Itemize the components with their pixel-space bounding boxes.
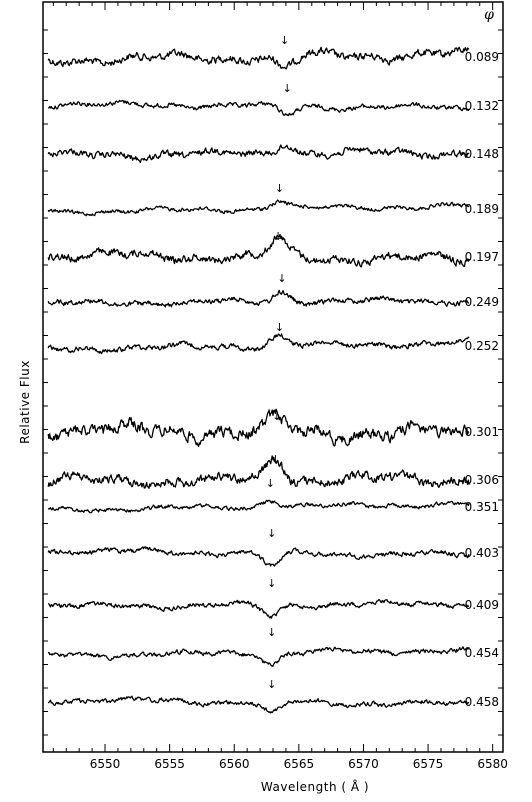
spectrum-0.197 (47, 233, 470, 268)
x-tick-label: 6575 (413, 757, 444, 771)
phase-label-0.252: 0.252 (465, 339, 499, 353)
line-marker-arrow: ↓ (280, 34, 289, 47)
x-tick-label: 6550 (90, 757, 121, 771)
spectrum-0.306 (47, 455, 470, 489)
spectrum-0.301 (47, 408, 470, 448)
line-marker-arrow: ↓ (267, 577, 276, 590)
spectrum-0.409 (47, 598, 470, 619)
x-tick-label: 6560 (219, 757, 250, 771)
line-marker-arrow: ↓ (267, 626, 276, 639)
spectrum-0.458 (47, 695, 470, 714)
spectrum-0.189 (47, 199, 470, 217)
spectrum-0.454 (47, 646, 470, 667)
spectrum-0.252 (47, 333, 470, 355)
line-marker-arrow: ↓ (274, 230, 283, 243)
phase-label-0.454: 0.454 (465, 646, 499, 660)
phase-label-0.409: 0.409 (465, 598, 499, 612)
x-tick-label: 6565 (284, 757, 315, 771)
y-axis-label: Relative Flux (18, 360, 32, 444)
line-marker-arrow: ↓ (271, 453, 280, 466)
spectrum-0.148 (47, 144, 470, 164)
line-marker-arrow: ↓ (283, 82, 292, 95)
x-axis-label: Wavelength ( Å ) (260, 780, 370, 794)
spectrum-0.249 (47, 289, 470, 308)
phase-label-0.249: 0.249 (465, 295, 499, 309)
line-marker-arrow: ↓ (267, 527, 276, 540)
phase-label-0.089: 0.089 (465, 50, 499, 64)
line-marker-arrow: ↓ (272, 410, 281, 423)
phase-label-0.301: 0.301 (465, 425, 499, 439)
line-marker-arrow: ↓ (275, 182, 284, 195)
plot-frame (42, 1, 504, 753)
line-marker-arrow: ↓ (275, 321, 284, 334)
spectrum-0.089 (47, 46, 470, 70)
phase-label-0.197: 0.197 (465, 250, 499, 264)
phase-label-0.403: 0.403 (465, 546, 499, 560)
x-tick-label: 6570 (348, 757, 379, 771)
x-tick-label: 6555 (154, 757, 185, 771)
phase-label-0.458: 0.458 (465, 695, 499, 709)
line-marker-arrow: ↓ (277, 272, 286, 285)
phase-label-0.189: 0.189 (465, 202, 499, 216)
phase-label-0.132: 0.132 (465, 99, 499, 113)
line-marker-arrow: ↓ (266, 477, 275, 490)
phase-label-0.148: 0.148 (465, 147, 499, 161)
spectrum-0.403 (47, 546, 470, 567)
phase-label-0.306: 0.306 (465, 473, 499, 487)
spectrum-0.351 (47, 499, 470, 514)
phase-symbol: φ (484, 7, 494, 23)
phase-label-0.351: 0.351 (465, 500, 499, 514)
line-marker-arrow: ↓ (267, 678, 276, 691)
spectrum-0.132 (48, 99, 470, 117)
x-tick-label: 6580 (477, 757, 508, 771)
